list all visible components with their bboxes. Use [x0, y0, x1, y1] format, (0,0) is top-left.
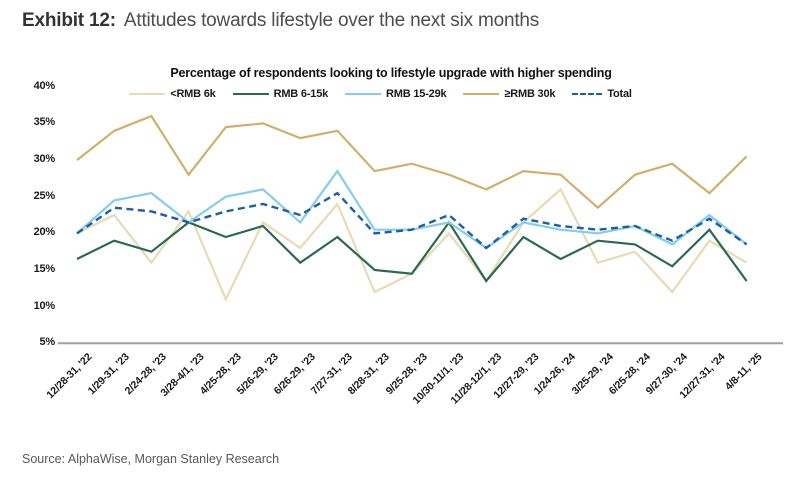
exhibit-title: Attitudes towards lifestyle over the nex…: [123, 10, 540, 31]
legend-label: RMB 6-15k: [273, 88, 329, 100]
series-line-4: [76, 114, 748, 210]
y-axis-label: 40%: [33, 79, 56, 92]
exhibit-label: Exhibit 12:: [22, 10, 116, 31]
source-text: Source: AlphaWise, Morgan Stanley Resear…: [22, 452, 280, 466]
legend-item-2: RMB 6-15k: [232, 88, 329, 100]
y-axis-label: 35%: [33, 116, 56, 129]
series-line-3: [76, 169, 748, 250]
y-axis-label: 20%: [33, 226, 56, 239]
legend-swatch: [345, 93, 382, 95]
legend-swatch: [232, 93, 269, 95]
legend-swatch: [572, 93, 603, 95]
series-line-1: [76, 187, 748, 302]
legend-label: RMB 15-29k: [386, 88, 447, 100]
legend-item-4: ≥RMB 30k: [463, 88, 556, 100]
legend-label: <RMB 6k: [170, 88, 216, 100]
exhibit-header: Exhibit 12: Attitudes towards lifestyle o…: [22, 10, 539, 32]
legend-swatch: [463, 93, 500, 95]
legend-label: Total: [607, 88, 632, 100]
chart-legend: <RMB 6k RMB 6-15k RMB 15-29k ≥RMB 30k Total: [0, 88, 806, 100]
y-axis-label: 15%: [33, 263, 56, 275]
legend-item-1: <RMB 6k: [129, 88, 216, 100]
y-axis-label: 30%: [33, 153, 56, 166]
legend-item-3: RMB 15-29k: [345, 88, 447, 100]
y-axis-label: 10%: [33, 299, 56, 312]
series-line-5: [76, 191, 748, 250]
legend-label: ≥RMB 30k: [504, 88, 556, 100]
legend-item-5: Total: [572, 88, 632, 100]
y-axis-label: 5%: [39, 336, 56, 349]
chart-subtitle: Percentage of respondents looking to lif…: [170, 66, 612, 80]
legend-swatch: [129, 93, 166, 95]
y-axis-label: 25%: [33, 189, 56, 202]
